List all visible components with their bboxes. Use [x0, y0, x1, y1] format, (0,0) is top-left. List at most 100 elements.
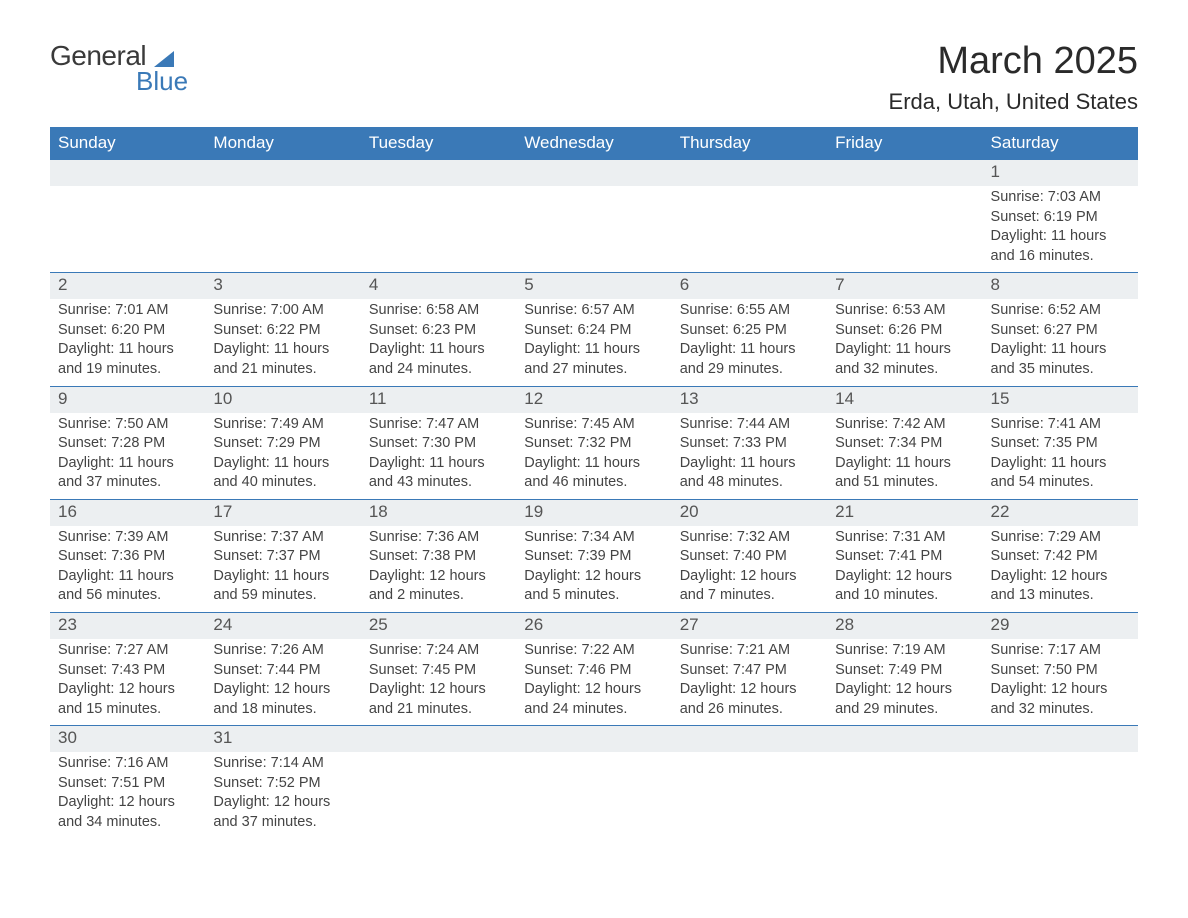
- day-detail-row: Sunrise: 7:27 AMSunset: 7:43 PMDaylight:…: [50, 639, 1138, 726]
- day-number-cell: 31: [205, 726, 360, 753]
- day-detail-cell: Sunrise: 7:45 AMSunset: 7:32 PMDaylight:…: [516, 413, 671, 500]
- day-detail-cell: Sunrise: 7:19 AMSunset: 7:49 PMDaylight:…: [827, 639, 982, 726]
- sunset-text: Sunset: 7:47 PM: [680, 661, 819, 681]
- weekday-header: Wednesday: [516, 127, 671, 160]
- day-detail-cell: Sunrise: 7:39 AMSunset: 7:36 PMDaylight:…: [50, 526, 205, 613]
- sunrise-text: Sunrise: 7:14 AM: [213, 754, 352, 774]
- sunset-text: Sunset: 7:52 PM: [213, 774, 352, 794]
- day-detail-cell: [361, 752, 516, 838]
- sunrise-text: Sunrise: 7:16 AM: [58, 754, 197, 774]
- daylight-text: Daylight: 11 hours and 27 minutes.: [524, 340, 663, 379]
- sunset-text: Sunset: 7:35 PM: [991, 434, 1130, 454]
- day-number-cell: [50, 160, 205, 187]
- logo-shape-icon: [154, 51, 174, 67]
- sunrise-text: Sunrise: 7:03 AM: [991, 188, 1130, 208]
- sunrise-text: Sunrise: 7:24 AM: [369, 641, 508, 661]
- sunrise-text: Sunrise: 7:49 AM: [213, 415, 352, 435]
- day-number-cell: [516, 726, 671, 753]
- logo-text-blue: Blue: [136, 66, 188, 97]
- day-detail-row: Sunrise: 7:16 AMSunset: 7:51 PM Daylight:…: [50, 752, 1138, 838]
- day-detail-cell: Sunrise: 7:49 AMSunset: 7:29 PMDaylight:…: [205, 413, 360, 500]
- sunset-text: Sunset: 7:45 PM: [369, 661, 508, 681]
- page-subtitle: Erda, Utah, United States: [889, 89, 1138, 115]
- day-number-cell: 26: [516, 613, 671, 640]
- day-number-cell: 22: [983, 499, 1138, 526]
- page-title: March 2025: [889, 40, 1138, 83]
- day-number-cell: 7: [827, 273, 982, 300]
- daylight-text: Daylight: 11 hours and 19 minutes.: [58, 340, 197, 379]
- sunrise-text: Sunrise: 7:50 AM: [58, 415, 197, 435]
- day-detail-cell: Sunrise: 6:58 AMSunset: 6:23 PMDaylight:…: [361, 299, 516, 386]
- daylight-text: Daylight: 12 hours and 10 minutes.: [835, 567, 974, 606]
- day-number-cell: 27: [672, 613, 827, 640]
- sunrise-text: Sunrise: 7:19 AM: [835, 641, 974, 661]
- sunset-text: Sunset: 7:40 PM: [680, 547, 819, 567]
- day-detail-cell: Sunrise: 7:34 AMSunset: 7:39 PMDaylight:…: [516, 526, 671, 613]
- weekday-header-row: Sunday Monday Tuesday Wednesday Thursday…: [50, 127, 1138, 160]
- sunset-text: Sunset: 7:37 PM: [213, 547, 352, 567]
- sunrise-text: Sunrise: 7:41 AM: [991, 415, 1130, 435]
- daylight-text: Daylight: 12 hours and 21 minutes.: [369, 680, 508, 719]
- sunrise-text: Sunrise: 7:17 AM: [991, 641, 1130, 661]
- day-detail-cell: [205, 186, 360, 273]
- day-number-row: 1: [50, 160, 1138, 187]
- sunrise-text: Sunrise: 6:52 AM: [991, 301, 1130, 321]
- sunset-text: Sunset: 7:49 PM: [835, 661, 974, 681]
- sunset-text: Sunset: 7:42 PM: [991, 547, 1130, 567]
- sunrise-text: Sunrise: 7:22 AM: [524, 641, 663, 661]
- day-detail-cell: Sunrise: 6:52 AMSunset: 6:27 PMDaylight:…: [983, 299, 1138, 386]
- daylight-text: Daylight: 12 hours and 37 minutes.: [213, 793, 352, 832]
- day-number-cell: 4: [361, 273, 516, 300]
- sunrise-text: Sunrise: 7:27 AM: [58, 641, 197, 661]
- daylight-text: Daylight: 12 hours and 15 minutes.: [58, 680, 197, 719]
- daylight-text: Daylight: 11 hours and 32 minutes.: [835, 340, 974, 379]
- sunset-text: Sunset: 7:44 PM: [213, 661, 352, 681]
- day-detail-row: Sunrise: 7:03 AMSunset: 6:19 PMDaylight:…: [50, 186, 1138, 273]
- day-detail-cell: Sunrise: 7:41 AMSunset: 7:35 PMDaylight:…: [983, 413, 1138, 500]
- day-detail-cell: Sunrise: 7:36 AMSunset: 7:38 PMDaylight:…: [361, 526, 516, 613]
- day-detail-cell: [50, 186, 205, 273]
- sunrise-text: Sunrise: 7:42 AM: [835, 415, 974, 435]
- day-number-cell: 28: [827, 613, 982, 640]
- day-detail-cell: Sunrise: 7:22 AMSunset: 7:46 PMDaylight:…: [516, 639, 671, 726]
- day-number-row: 9101112131415: [50, 386, 1138, 413]
- sunset-text: Sunset: 7:51 PM: [58, 774, 197, 794]
- weekday-header: Friday: [827, 127, 982, 160]
- sunrise-text: Sunrise: 6:57 AM: [524, 301, 663, 321]
- day-detail-cell: Sunrise: 6:53 AMSunset: 6:26 PMDaylight:…: [827, 299, 982, 386]
- daylight-text: Daylight: 11 hours and 48 minutes.: [680, 454, 819, 493]
- daylight-text: Daylight: 11 hours and 21 minutes.: [213, 340, 352, 379]
- daylight-text: Daylight: 11 hours and 59 minutes.: [213, 567, 352, 606]
- day-detail-cell: Sunrise: 7:00 AMSunset: 6:22 PMDaylight:…: [205, 299, 360, 386]
- daylight-text: Daylight: 11 hours and 40 minutes.: [213, 454, 352, 493]
- daylight-text: Daylight: 12 hours and 5 minutes.: [524, 567, 663, 606]
- daylight-text: Daylight: 11 hours and 46 minutes.: [524, 454, 663, 493]
- logo: General Blue: [50, 40, 188, 97]
- day-number-cell: 2: [50, 273, 205, 300]
- day-number-cell: 21: [827, 499, 982, 526]
- sunrise-text: Sunrise: 6:58 AM: [369, 301, 508, 321]
- sunset-text: Sunset: 7:43 PM: [58, 661, 197, 681]
- sunrise-text: Sunrise: 7:21 AM: [680, 641, 819, 661]
- daylight-text: Daylight: 11 hours and 16 minutes.: [991, 227, 1130, 266]
- daylight-text: Daylight: 11 hours and 35 minutes.: [991, 340, 1130, 379]
- sunset-text: Sunset: 7:32 PM: [524, 434, 663, 454]
- sunset-text: Sunset: 6:22 PM: [213, 321, 352, 341]
- sunrise-text: Sunrise: 7:47 AM: [369, 415, 508, 435]
- sunrise-text: Sunrise: 6:53 AM: [835, 301, 974, 321]
- day-number-cell: [672, 726, 827, 753]
- day-detail-cell: Sunrise: 7:50 AMSunset: 7:28 PMDaylight:…: [50, 413, 205, 500]
- day-number-cell: [983, 726, 1138, 753]
- day-number-cell: 5: [516, 273, 671, 300]
- sunrise-text: Sunrise: 7:00 AM: [213, 301, 352, 321]
- sunrise-text: Sunrise: 7:31 AM: [835, 528, 974, 548]
- day-number-cell: 6: [672, 273, 827, 300]
- day-detail-cell: Sunrise: 7:27 AMSunset: 7:43 PMDaylight:…: [50, 639, 205, 726]
- day-detail-cell: [672, 752, 827, 838]
- sunset-text: Sunset: 7:46 PM: [524, 661, 663, 681]
- day-number-cell: 8: [983, 273, 1138, 300]
- daylight-text: Daylight: 11 hours and 51 minutes.: [835, 454, 974, 493]
- daylight-text: Daylight: 11 hours and 24 minutes.: [369, 340, 508, 379]
- day-number-cell: 24: [205, 613, 360, 640]
- sunset-text: Sunset: 6:26 PM: [835, 321, 974, 341]
